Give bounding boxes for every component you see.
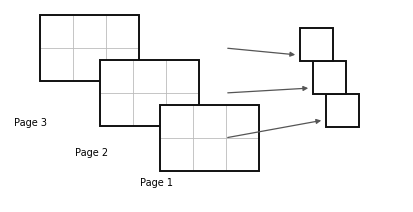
Bar [160, 105, 259, 171]
Text: Page 1: Page 1 [140, 178, 173, 188]
Text: Page 3: Page 3 [14, 118, 47, 128]
Bar [313, 61, 346, 94]
Bar [313, 61, 346, 94]
Bar [100, 60, 199, 126]
Bar [300, 28, 333, 61]
Text: Page 2: Page 2 [75, 148, 108, 158]
Bar [326, 94, 359, 127]
Bar [40, 15, 139, 81]
Bar [160, 105, 259, 171]
Bar [100, 60, 199, 126]
Bar [40, 15, 139, 81]
Bar [300, 28, 333, 61]
Bar [326, 94, 359, 127]
